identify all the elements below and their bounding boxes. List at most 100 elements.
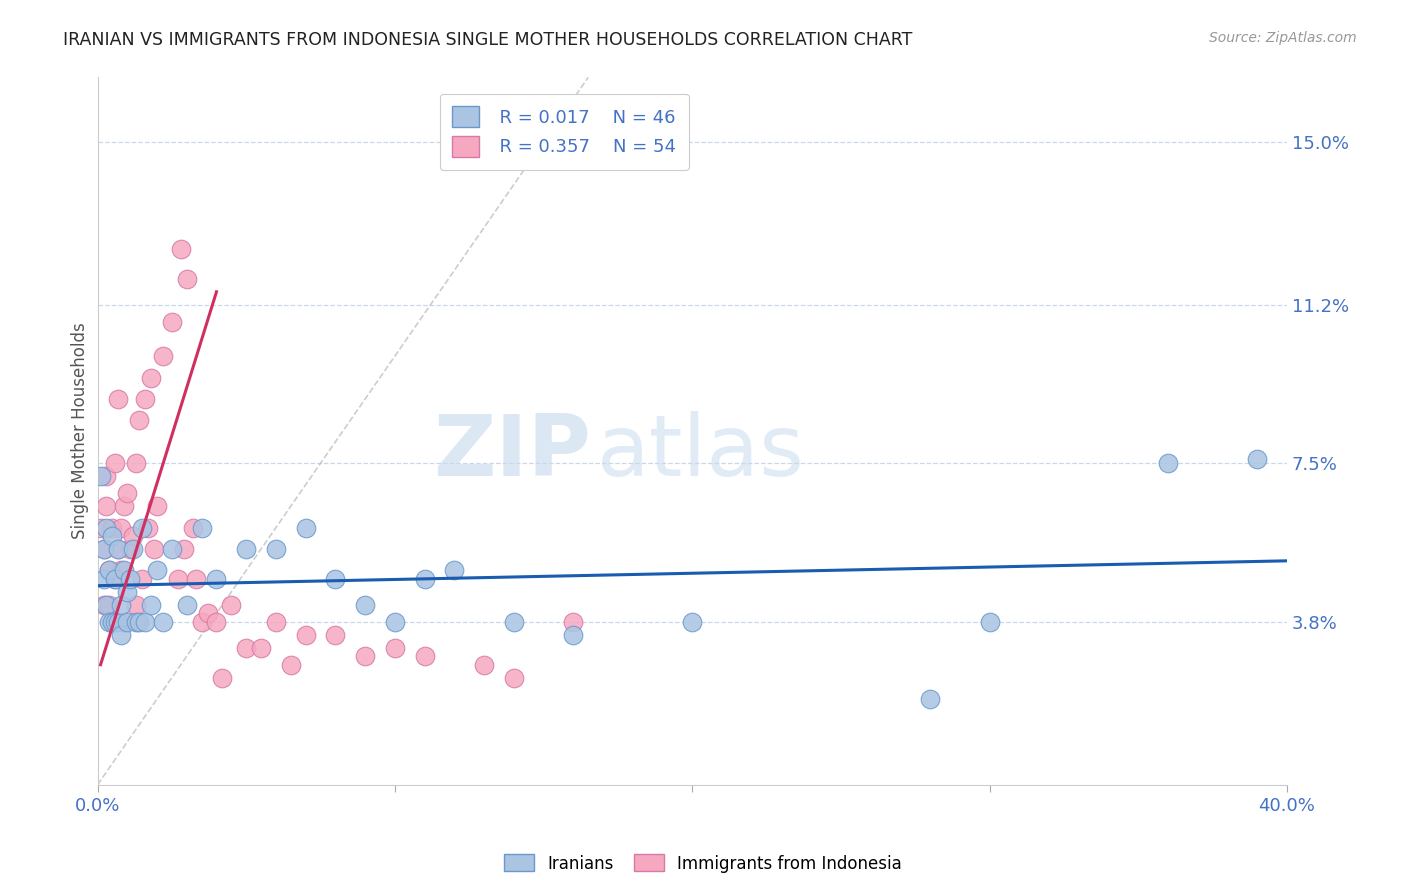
Text: ZIP: ZIP: [433, 411, 591, 494]
Point: [502, 615, 524, 629]
Point: [117, 585, 139, 599]
Point: [264, 615, 287, 629]
Point: [90, 469, 112, 483]
Point: [384, 615, 406, 629]
Point: [125, 456, 148, 470]
Point: [98, 563, 121, 577]
Point: [120, 572, 142, 586]
Point: [413, 572, 436, 586]
Text: Source: ZipAtlas.com: Source: ZipAtlas.com: [1209, 31, 1357, 45]
Text: IRANIAN VS IMMIGRANTS FROM INDONESIA SINGLE MOTHER HOUSEHOLDS CORRELATION CHART: IRANIAN VS IMMIGRANTS FROM INDONESIA SIN…: [63, 31, 912, 49]
Point: [93, 541, 115, 556]
Point: [104, 456, 127, 470]
Point: [173, 541, 195, 556]
Text: atlas: atlas: [598, 411, 806, 494]
Point: [562, 628, 585, 642]
Point: [110, 520, 132, 534]
Point: [181, 520, 204, 534]
Point: [104, 615, 127, 629]
Legend: Iranians, Immigrants from Indonesia: Iranians, Immigrants from Indonesia: [498, 847, 908, 880]
Point: [139, 370, 162, 384]
Point: [205, 572, 228, 586]
Point: [152, 349, 174, 363]
Point: [134, 615, 156, 629]
Point: [221, 598, 243, 612]
Point: [354, 598, 377, 612]
Point: [235, 541, 257, 556]
Point: [117, 486, 139, 500]
Point: [472, 657, 495, 672]
Point: [384, 640, 406, 655]
Point: [98, 598, 121, 612]
Point: [107, 615, 129, 629]
Point: [120, 541, 142, 556]
Point: [190, 520, 212, 534]
Point: [443, 563, 465, 577]
Point: [93, 598, 115, 612]
Point: [110, 563, 132, 577]
Point: [112, 615, 135, 629]
Point: [170, 242, 193, 256]
Point: [101, 615, 124, 629]
Point: [112, 563, 135, 577]
Point: [107, 541, 129, 556]
Point: [104, 572, 127, 586]
Point: [190, 615, 212, 629]
Point: [128, 413, 150, 427]
Point: [176, 598, 198, 612]
Point: [235, 640, 257, 655]
Point: [1157, 456, 1180, 470]
Point: [325, 572, 347, 586]
Point: [160, 541, 183, 556]
Point: [131, 520, 153, 534]
Point: [354, 649, 377, 664]
Point: [96, 520, 118, 534]
Point: [136, 520, 159, 534]
Point: [160, 315, 183, 329]
Point: [166, 572, 188, 586]
Point: [325, 628, 347, 642]
Point: [205, 615, 228, 629]
Point: [176, 272, 198, 286]
Point: [131, 572, 153, 586]
Point: [139, 598, 162, 612]
Point: [502, 671, 524, 685]
Point: [134, 392, 156, 406]
Point: [110, 628, 132, 642]
Point: [264, 541, 287, 556]
Point: [294, 628, 316, 642]
Legend:   R = 0.017    N = 46,   R = 0.357    N = 54: R = 0.017 N = 46, R = 0.357 N = 54: [440, 94, 689, 169]
Point: [250, 640, 273, 655]
Point: [280, 657, 302, 672]
Point: [117, 615, 139, 629]
Point: [979, 615, 1001, 629]
Point: [128, 615, 150, 629]
Point: [98, 563, 121, 577]
Point: [184, 572, 207, 586]
Point: [197, 607, 219, 621]
Point: [562, 615, 585, 629]
Point: [112, 499, 135, 513]
Point: [96, 469, 118, 483]
Point: [98, 615, 121, 629]
Point: [93, 572, 115, 586]
Point: [107, 541, 129, 556]
Point: [122, 529, 145, 543]
Point: [96, 598, 118, 612]
Point: [211, 671, 233, 685]
Point: [143, 541, 166, 556]
Point: [93, 541, 115, 556]
Point: [413, 649, 436, 664]
Point: [101, 615, 124, 629]
Point: [101, 520, 124, 534]
Point: [146, 499, 169, 513]
Point: [294, 520, 316, 534]
Point: [110, 598, 132, 612]
Point: [125, 598, 148, 612]
Point: [107, 392, 129, 406]
Point: [125, 615, 148, 629]
Y-axis label: Single Mother Households: Single Mother Households: [72, 323, 89, 540]
Point: [101, 529, 124, 543]
Point: [90, 520, 112, 534]
Point: [152, 615, 174, 629]
